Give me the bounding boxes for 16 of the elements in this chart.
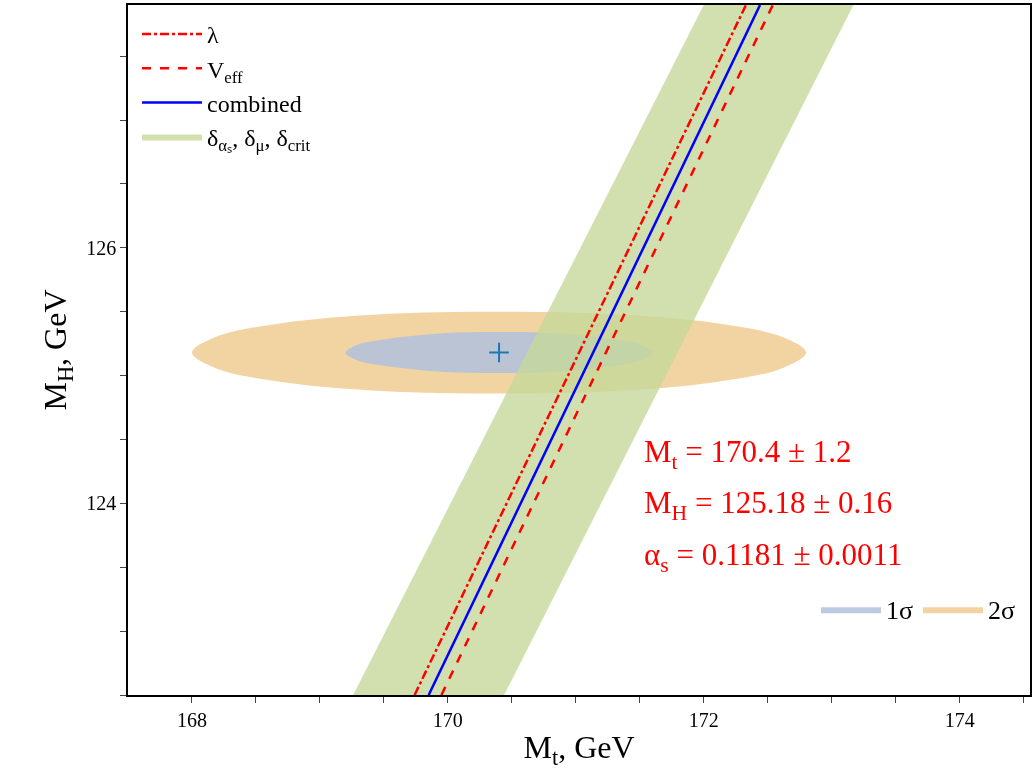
legend-label: combined bbox=[207, 90, 302, 117]
annotation: M$_{t}$ = 170.4 ± 1.2 bbox=[644, 434, 852, 474]
y-tick-label: 124 bbox=[86, 492, 117, 515]
annotation: α$_{s}$ = 0.1181 ± 0.0011 bbox=[644, 537, 903, 577]
x-axis-title: M$_{t}$, GeV bbox=[523, 729, 635, 770]
x-tick-label: 168 bbox=[176, 708, 207, 731]
legend-label: λ bbox=[207, 22, 220, 49]
legend-label: 1σ bbox=[885, 596, 913, 626]
x-tick-label: 174 bbox=[944, 708, 975, 731]
legend-label: 2σ bbox=[988, 596, 1016, 626]
legend-label: δ$_{αₛ}$, δ$_{μ}$, δ$_{crit}$ bbox=[207, 124, 311, 155]
legend-label: V$_{eff}$ bbox=[207, 56, 244, 87]
annotation: M$_{H}$ = 125.18 ± 0.16 bbox=[644, 485, 893, 525]
y-tick-label: 126 bbox=[86, 236, 117, 259]
x-tick-label: 172 bbox=[688, 708, 719, 731]
x-tick-label: 170 bbox=[432, 708, 463, 731]
